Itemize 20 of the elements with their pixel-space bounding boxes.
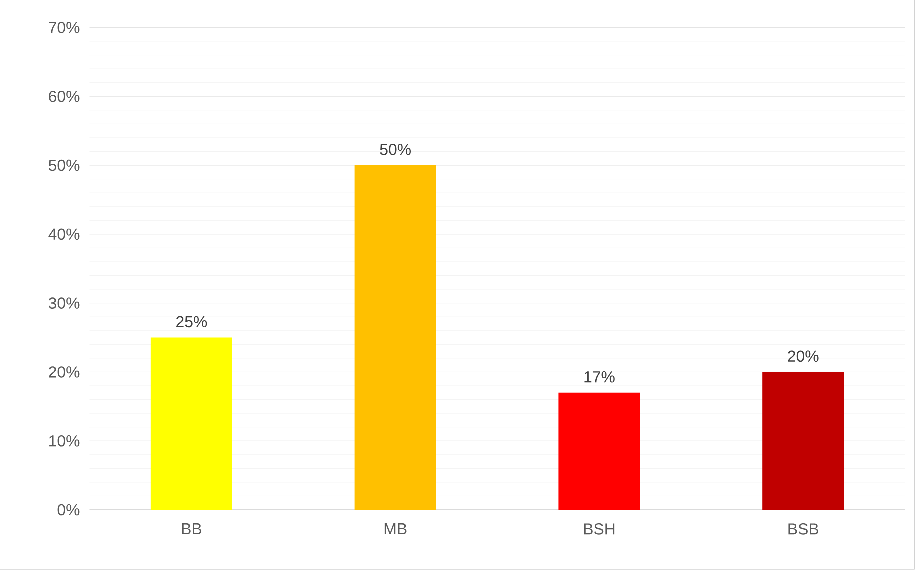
data-label: 25%: [176, 316, 208, 328]
data-label: 20%: [788, 350, 819, 362]
bar: [150, 338, 232, 510]
bar: [558, 393, 640, 510]
x-tick-label: BB: [182, 524, 202, 535]
y-tick-label: 0%: [58, 504, 80, 516]
y-tick-label: 10%: [50, 436, 80, 447]
x-tick-label: MB: [384, 524, 407, 535]
y-tick-label: 30%: [48, 298, 80, 310]
data-label: 50%: [380, 144, 411, 156]
bar: [762, 372, 844, 510]
y-tick-label: 60%: [49, 91, 80, 102]
y-tick-label: 40%: [48, 228, 80, 240]
y-tick-label: 50%: [48, 160, 80, 172]
data-label: 17%: [584, 372, 615, 383]
x-tick-label: BSB: [788, 524, 818, 535]
y-tick-label: 20%: [49, 366, 80, 378]
x-tick-label: BSH: [584, 524, 615, 535]
bar: [354, 166, 436, 510]
y-tick-label: 70%: [49, 22, 80, 34]
